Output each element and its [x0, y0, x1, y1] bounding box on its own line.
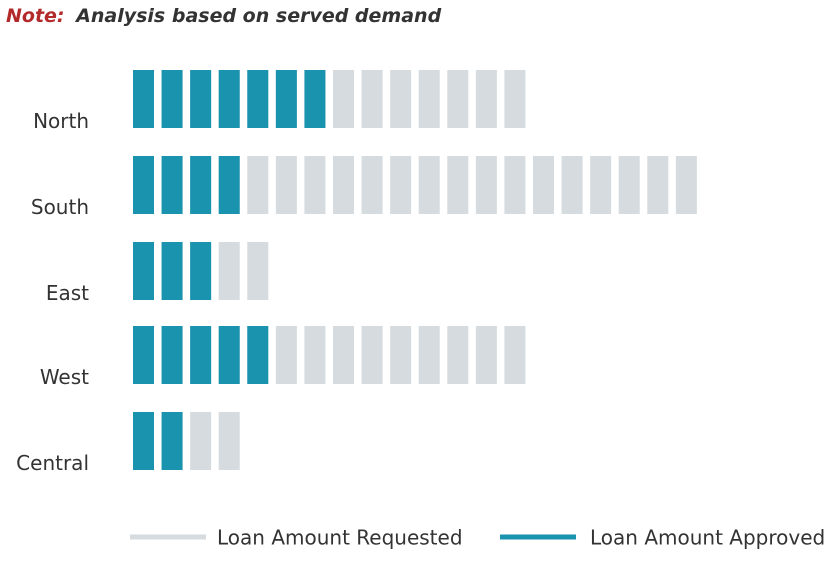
- unit: [247, 156, 269, 214]
- unit: [504, 326, 526, 384]
- unit: [333, 156, 354, 214]
- category-label: South: [31, 195, 89, 219]
- legend-label: Loan Amount Approved: [590, 526, 825, 550]
- unit: [561, 156, 583, 214]
- unit: [475, 326, 497, 384]
- category-label: West: [40, 365, 89, 389]
- unit: [218, 412, 240, 470]
- unit: [675, 156, 697, 214]
- unit: [390, 70, 412, 128]
- unit: [133, 156, 154, 214]
- unit: [647, 156, 669, 214]
- unit: [304, 326, 326, 384]
- unit-bar: [133, 70, 326, 128]
- unit: [190, 326, 212, 384]
- unit: [133, 412, 154, 470]
- unit: [218, 326, 240, 384]
- note: Note: Analysis based on served demand: [6, 5, 442, 27]
- unit: [533, 156, 554, 214]
- unit: [475, 70, 497, 128]
- unit: [504, 156, 526, 214]
- unit: [361, 70, 383, 128]
- unit: [161, 326, 183, 384]
- unit: [275, 326, 297, 384]
- legend-label: Loan Amount Requested: [217, 526, 463, 550]
- unit: [361, 156, 383, 214]
- category-label: East: [46, 281, 89, 305]
- unit: [161, 70, 183, 128]
- unit: [218, 70, 240, 128]
- unit: [190, 156, 212, 214]
- category-label: North: [33, 109, 89, 133]
- unit: [218, 242, 240, 300]
- unit-bar: [133, 412, 183, 470]
- unit-bar: [133, 156, 697, 214]
- unit: [304, 70, 326, 128]
- unit: [247, 70, 269, 128]
- unit: [390, 156, 412, 214]
- unit: [390, 326, 412, 384]
- unit-bar: [133, 326, 269, 384]
- unit-bar: [133, 242, 212, 300]
- unit: [161, 242, 183, 300]
- unit: [618, 156, 640, 214]
- unit: [247, 242, 269, 300]
- unit: [133, 326, 154, 384]
- unit: [304, 156, 326, 214]
- unit: [333, 326, 354, 384]
- unit: [590, 156, 612, 214]
- unit: [475, 156, 497, 214]
- unit: [161, 156, 183, 214]
- category-label: Central: [16, 451, 89, 475]
- unit-bar: [133, 156, 240, 214]
- unit: [133, 242, 154, 300]
- unit: [447, 156, 469, 214]
- note-text: Analysis based on served demand: [74, 5, 441, 27]
- note-label: Note:: [6, 5, 65, 27]
- unit: [418, 156, 440, 214]
- unit: [447, 326, 469, 384]
- unit: [361, 326, 383, 384]
- unit: [275, 70, 297, 128]
- unit: [190, 70, 212, 128]
- unit: [447, 70, 469, 128]
- unit: [190, 242, 212, 300]
- unit: [418, 326, 440, 384]
- unit: [247, 326, 269, 384]
- unit: [161, 412, 183, 470]
- unit: [333, 70, 354, 128]
- unit: [190, 412, 212, 470]
- unit: [504, 70, 526, 128]
- unit: [275, 156, 297, 214]
- unit: [418, 70, 440, 128]
- unit: [218, 156, 240, 214]
- unit: [133, 70, 154, 128]
